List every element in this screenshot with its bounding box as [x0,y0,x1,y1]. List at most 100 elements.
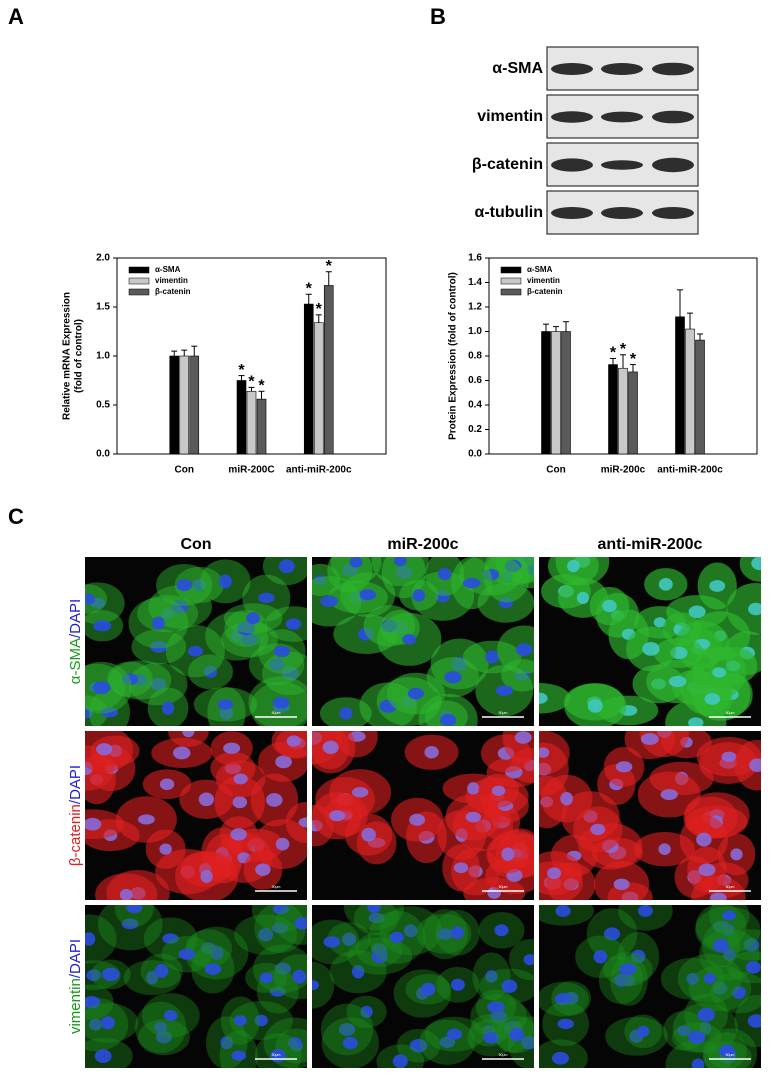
counterstain-name: /DAPI [67,939,84,978]
bar [256,398,267,455]
nucleus [494,924,509,937]
nucleus [509,1027,525,1042]
micrograph: 50μm [85,731,307,900]
nucleus [462,578,481,589]
nucleus [688,605,706,619]
nucleus [122,673,138,686]
blot-label: α-SMA [492,60,543,77]
nucleus [696,832,712,847]
y-tick-label: 2.0 [96,253,110,264]
nucleus [187,645,203,657]
nucleus [704,693,721,705]
cell [85,584,108,614]
cell [539,731,570,775]
scale-bar-label: 50μm [726,1053,735,1057]
blot-label: α-tubulin [475,204,543,221]
significance-marker: * [620,341,627,358]
nucleus [162,933,179,944]
nucleus [637,1025,650,1038]
stain-name: β-catenin [67,804,84,866]
nucleus [204,963,222,975]
nucleus [587,699,603,713]
nucleus [259,972,273,984]
cell [219,1030,258,1068]
nucleus [491,785,506,796]
nucleus [161,608,175,620]
nucleus [237,621,255,636]
nucleus [154,1021,168,1034]
x-tick-label: Con [546,465,565,476]
nucleus [100,707,119,718]
micrograph-content [85,731,307,900]
nucleus [272,905,290,915]
nucleus [421,982,436,996]
nucleus [85,996,101,1009]
micrograph-content [85,557,307,726]
nucleus [602,599,617,613]
nucleus [554,992,571,1006]
nucleus [93,620,112,632]
nucleus [590,823,606,836]
cell [343,905,405,931]
nucleus [320,595,338,607]
bar [685,328,695,455]
nucleus [686,972,699,985]
nucleus [560,792,573,806]
cell [85,809,125,840]
nucleus [593,950,608,964]
micrograph: 50μm [312,557,534,726]
nucleus [514,731,532,744]
nucleus [614,973,628,987]
nucleus [96,743,113,756]
y-tick-label: 1.4 [468,277,482,288]
nucleus [121,918,139,930]
nucleus [658,578,673,591]
nucleus [551,1051,569,1065]
nucleus [361,827,376,842]
blot-band [551,158,593,172]
nucleus [368,912,385,924]
nucleus [698,863,716,877]
nucleus [721,751,737,762]
nucleus [688,1030,706,1044]
nucleus [294,917,307,930]
nucleus [255,863,271,876]
nucleus [338,1023,356,1036]
y-tick-label: 0.6 [468,375,482,386]
column-header: Con [180,536,211,553]
nucleus [501,847,515,861]
nucleus [712,981,728,995]
nucleus [389,931,405,944]
bar [541,331,551,455]
panel-label: B [430,4,446,29]
micrograph: 50μm [539,731,761,900]
nucleus [699,1021,712,1035]
nucleus [254,1014,268,1027]
nucleus [323,936,341,948]
nucleus [555,905,571,917]
nucleus [691,1058,705,1068]
nucleus [258,592,275,604]
legend-label: vimentin [155,276,188,285]
bar [323,285,334,455]
nucleus [523,954,534,966]
nucleus [342,1036,358,1050]
nucleus [278,559,295,574]
nucleus [718,1044,735,1057]
micrograph: 50μm [539,557,761,726]
micrograph-content [312,731,534,900]
nucleus [450,978,465,991]
nucleus [285,618,302,630]
bar [246,390,257,455]
y-tick-label: 1.0 [468,326,482,337]
nucleus [367,905,381,914]
nucleus [567,559,580,573]
nucleus [392,1054,408,1068]
nucleus [722,910,736,921]
scale-bar-label: 50μm [499,885,508,889]
nucleus [409,813,426,826]
micrograph-content [539,731,761,900]
nucleus [339,707,353,720]
nucleus [272,696,290,709]
scale-bar-label: 50μm [726,711,735,715]
